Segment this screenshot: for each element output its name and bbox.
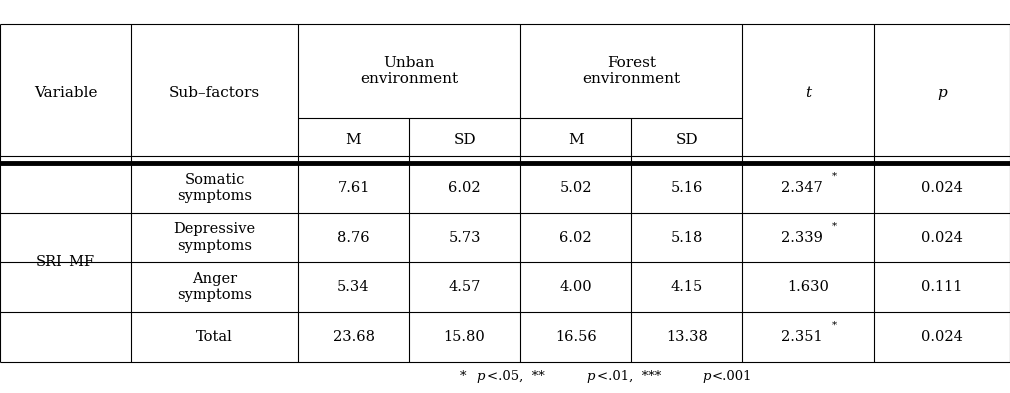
Text: Unban
environment: Unban environment xyxy=(360,56,459,86)
Text: 0.111: 0.111 xyxy=(921,280,963,294)
Text: 15.80: 15.80 xyxy=(443,330,486,344)
Text: Forest
environment: Forest environment xyxy=(582,56,681,86)
Text: p: p xyxy=(477,370,485,383)
Text: 5.34: 5.34 xyxy=(337,280,370,294)
Text: 4.15: 4.15 xyxy=(671,280,703,294)
Text: 0.024: 0.024 xyxy=(921,231,963,244)
Text: 5.73: 5.73 xyxy=(448,231,481,244)
Text: p: p xyxy=(937,86,946,100)
Text: Anger
symptoms: Anger symptoms xyxy=(177,272,252,302)
Text: M: M xyxy=(568,134,584,147)
Text: p: p xyxy=(587,370,595,383)
Text: <.01,  ***: <.01, *** xyxy=(597,370,662,383)
Text: 5.18: 5.18 xyxy=(671,231,703,244)
Text: 2.339: 2.339 xyxy=(781,231,823,244)
Text: 6.02: 6.02 xyxy=(448,181,481,195)
Text: *: * xyxy=(831,172,837,181)
Text: 2.351: 2.351 xyxy=(781,330,823,344)
Text: Somatic
symptoms: Somatic symptoms xyxy=(177,173,252,203)
Text: 6.02: 6.02 xyxy=(560,231,592,244)
Text: 16.56: 16.56 xyxy=(554,330,597,344)
Text: 0.024: 0.024 xyxy=(921,181,963,195)
Text: *: * xyxy=(460,370,471,383)
Text: t: t xyxy=(805,86,811,100)
Text: 4.57: 4.57 xyxy=(448,280,481,294)
Text: Depressive
symptoms: Depressive symptoms xyxy=(174,222,256,253)
Text: 1.630: 1.630 xyxy=(787,280,829,294)
Text: *: * xyxy=(831,221,837,230)
Text: SD: SD xyxy=(453,134,476,147)
Text: 8.76: 8.76 xyxy=(337,231,370,244)
Text: 5.02: 5.02 xyxy=(560,181,592,195)
Text: 7.61: 7.61 xyxy=(337,181,370,195)
Text: 0.024: 0.024 xyxy=(921,330,963,344)
Text: p: p xyxy=(702,370,710,383)
Text: 5.16: 5.16 xyxy=(671,181,703,195)
Text: 23.68: 23.68 xyxy=(332,330,375,344)
Text: <.001: <.001 xyxy=(712,370,752,383)
Text: Total: Total xyxy=(196,330,233,344)
Text: 13.38: 13.38 xyxy=(666,330,708,344)
Text: SRI–MF: SRI–MF xyxy=(36,255,95,269)
Text: Sub–factors: Sub–factors xyxy=(169,86,261,100)
Text: 4.00: 4.00 xyxy=(560,280,592,294)
Text: *: * xyxy=(831,320,837,329)
Text: SD: SD xyxy=(676,134,698,147)
Text: M: M xyxy=(345,134,362,147)
Text: Variable: Variable xyxy=(34,86,97,100)
Text: 2.347: 2.347 xyxy=(781,181,823,195)
Text: <.05,  **: <.05, ** xyxy=(487,370,544,383)
